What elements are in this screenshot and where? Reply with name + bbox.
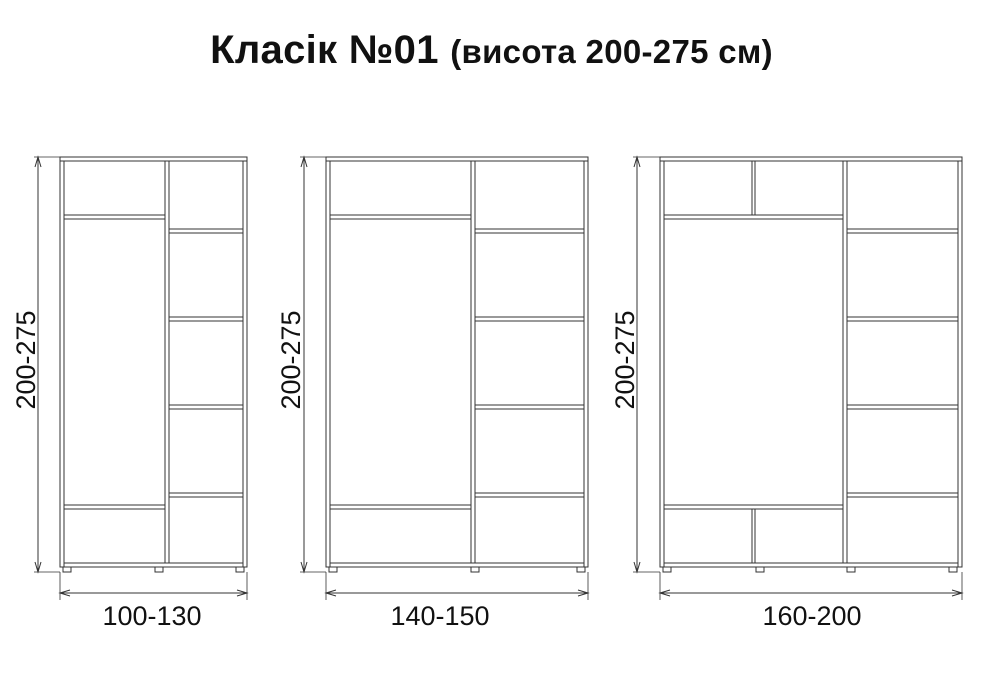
wardrobe-2-side-right bbox=[583, 156, 589, 568]
wardrobe-1-width-dimension-arrow-left bbox=[58, 589, 71, 597]
wardrobe-1-divider bbox=[164, 160, 170, 564]
wardrobe-3-width-dimension-arrow-right bbox=[951, 589, 964, 597]
wardrobe-2-height-dimension-arrow-bottom bbox=[300, 561, 308, 574]
wardrobe-1-side-left bbox=[59, 156, 65, 568]
wardrobe-3-side-left bbox=[659, 156, 665, 568]
wardrobe-2-width-dimension-arrow-right bbox=[577, 589, 590, 597]
wardrobe-3-shelf-left bbox=[663, 504, 844, 510]
wardrobe-2-shelf-right bbox=[474, 404, 585, 410]
wardrobe-1-shelf-right bbox=[168, 228, 244, 234]
wardrobe-1-shelf-left bbox=[63, 214, 166, 220]
wardrobe-2-shelf-right bbox=[474, 228, 585, 234]
wardrobe-3-top-panel bbox=[659, 156, 963, 162]
height-label-2: 200-275 bbox=[276, 310, 306, 409]
wardrobe-1-height-dimension-arrow-top bbox=[34, 155, 42, 168]
wardrobe-2-side-left bbox=[325, 156, 331, 568]
wardrobe-2-foot bbox=[470, 566, 480, 573]
wardrobe-1-shelf-right bbox=[168, 316, 244, 322]
wardrobe-3-shelf-right bbox=[846, 228, 959, 234]
wardrobe-3-foot bbox=[846, 566, 856, 573]
wardrobe-2-width-dimension-arrow-left bbox=[324, 589, 337, 597]
wardrobe-1-shelf-right bbox=[168, 492, 244, 498]
width-label-3: 160-200 bbox=[762, 601, 861, 631]
height-label-1: 200-275 bbox=[11, 310, 41, 409]
title-subtitle: (висота 200-275 см) bbox=[450, 33, 773, 70]
wardrobe-3-bottom-panel bbox=[663, 562, 959, 568]
wardrobe-1-foot bbox=[62, 566, 72, 573]
wardrobe-3-foot bbox=[755, 566, 765, 573]
wardrobe-3-top-split bbox=[751, 160, 756, 216]
wardrobe-3-height-dimension-arrow-top bbox=[633, 155, 641, 168]
wardrobe-1-shelf-right bbox=[168, 404, 244, 410]
wardrobe-3-divider bbox=[842, 160, 848, 564]
wardrobe-1-bottom-panel bbox=[63, 562, 244, 568]
wardrobe-2-foot bbox=[328, 566, 338, 573]
title-main: Класік №01 bbox=[210, 28, 439, 72]
wardrobe-2-foot bbox=[576, 566, 586, 573]
wardrobe-2-height-dimension-arrow-top bbox=[300, 155, 308, 168]
page-title: Класік №01 (висота 200-275 см) bbox=[0, 28, 983, 73]
width-label-1: 100-130 bbox=[102, 601, 201, 631]
wardrobe-3-shelf-right bbox=[846, 404, 959, 410]
wardrobe-3-width-dimension-arrow-left bbox=[658, 589, 671, 597]
wardrobe-3-shelf-left bbox=[663, 214, 844, 220]
wardrobe-3-height-dimension-arrow-bottom bbox=[633, 561, 641, 574]
wardrobe-1-shelf-left bbox=[63, 504, 166, 510]
wardrobe-3-shelf-right bbox=[846, 492, 959, 498]
height-label-3: 200-275 bbox=[610, 310, 640, 409]
wardrobe-2-top-panel bbox=[325, 156, 589, 162]
width-label-2: 140-150 bbox=[390, 601, 489, 631]
wardrobe-3-foot bbox=[662, 566, 672, 573]
wardrobe-3-bottom-split bbox=[751, 508, 756, 564]
wardrobe-1-foot bbox=[154, 566, 164, 573]
wardrobe-3-side-right bbox=[957, 156, 963, 568]
wardrobe-2-divider bbox=[470, 160, 476, 564]
wardrobe-1-side-right bbox=[242, 156, 248, 568]
wardrobe-3-foot bbox=[948, 566, 958, 573]
wardrobe-1-width-dimension-arrow-right bbox=[236, 589, 249, 597]
wardrobe-3-shelf-right bbox=[846, 316, 959, 322]
wardrobe-2-shelf-left bbox=[329, 504, 472, 510]
wardrobe-1-foot bbox=[235, 566, 245, 573]
wardrobe-2-shelf-left bbox=[329, 214, 472, 220]
wardrobe-1-height-dimension-arrow-bottom bbox=[34, 561, 42, 574]
wardrobe-1-top-panel bbox=[59, 156, 248, 162]
wardrobe-2-bottom-panel bbox=[329, 562, 585, 568]
wardrobe-2-shelf-right bbox=[474, 316, 585, 322]
wardrobe-2-shelf-right bbox=[474, 492, 585, 498]
